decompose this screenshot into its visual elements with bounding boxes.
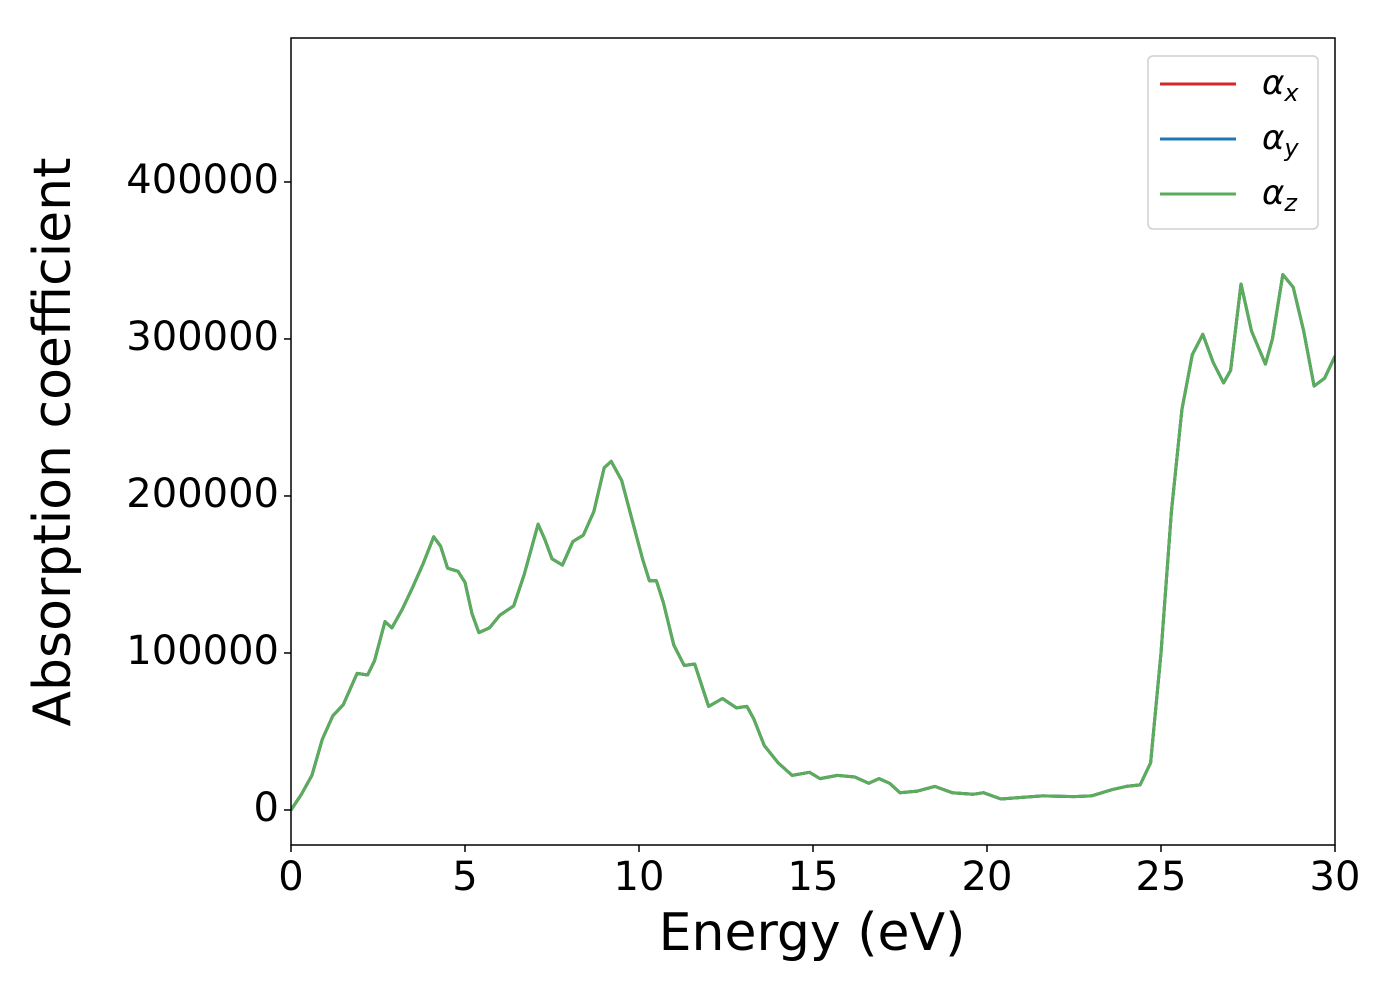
series-line xyxy=(291,273,1335,811)
x-tick-label: 25 xyxy=(1136,854,1187,900)
y-tick-label: 400000 xyxy=(126,157,279,203)
series-line xyxy=(291,273,1335,811)
y-tick-label: 300000 xyxy=(126,314,279,360)
legend-label: αx xyxy=(1262,63,1299,108)
y-tick-label: 100000 xyxy=(126,628,279,674)
x-axis-label: Energy (eV) xyxy=(659,903,966,963)
y-axis-label: Absorption coefficient xyxy=(23,157,83,726)
x-tick-label: 15 xyxy=(788,854,839,900)
y-tick-label: 0 xyxy=(254,785,279,831)
x-tick-label: 0 xyxy=(278,854,303,900)
legend-box xyxy=(1147,55,1319,230)
series-line xyxy=(291,273,1335,811)
x-tick-label: 30 xyxy=(1310,854,1361,900)
plot-frame xyxy=(290,37,1336,846)
legend-label: αy xyxy=(1262,118,1299,163)
y-tick-label: 200000 xyxy=(126,471,279,517)
x-tick-label: 10 xyxy=(614,854,665,900)
legend-label: αz xyxy=(1262,173,1298,218)
x-tick-label: 20 xyxy=(962,854,1013,900)
x-tick-label: 5 xyxy=(452,854,477,900)
